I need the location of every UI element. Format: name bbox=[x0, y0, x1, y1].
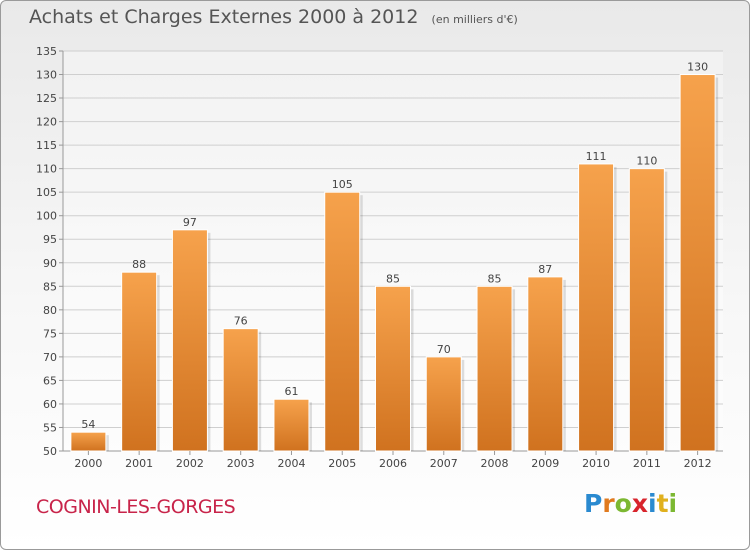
proxiti-logo: Proxiti bbox=[584, 489, 678, 518]
y-tick-label: 55 bbox=[43, 421, 57, 434]
y-tick-label: 95 bbox=[43, 233, 57, 246]
x-tick-label: 2009 bbox=[531, 457, 559, 470]
commune-name: COGNIN-LES-GORGES bbox=[36, 496, 236, 518]
y-tick-label: 110 bbox=[36, 163, 57, 176]
bar bbox=[171, 229, 208, 452]
bar bbox=[273, 398, 310, 452]
bar-value-label: 70 bbox=[437, 343, 451, 356]
y-tick-label: 80 bbox=[43, 304, 57, 317]
x-tick-label: 2008 bbox=[481, 457, 509, 470]
x-tick-label: 2010 bbox=[582, 457, 610, 470]
y-tick-label: 130 bbox=[36, 69, 57, 82]
x-tick-label: 2005 bbox=[328, 457, 356, 470]
bar-value-label: 110 bbox=[636, 155, 657, 168]
y-tick-label: 50 bbox=[43, 445, 57, 458]
bar-value-label: 76 bbox=[234, 315, 248, 328]
bar bbox=[222, 328, 259, 452]
bar bbox=[476, 285, 513, 452]
y-tick-label: 135 bbox=[36, 45, 57, 58]
bar bbox=[578, 163, 615, 452]
bar-value-label: 111 bbox=[586, 150, 607, 163]
y-tick-label: 65 bbox=[43, 374, 57, 387]
bar-value-label: 54 bbox=[81, 418, 95, 431]
bar bbox=[527, 276, 564, 452]
y-tick-label: 75 bbox=[43, 327, 57, 340]
bar bbox=[425, 356, 462, 452]
bar-value-label: 88 bbox=[132, 258, 146, 271]
bar bbox=[679, 74, 716, 452]
bar bbox=[121, 271, 158, 452]
bar bbox=[324, 191, 361, 452]
bar-value-label: 61 bbox=[284, 385, 298, 398]
y-tick-label: 85 bbox=[43, 280, 57, 293]
x-tick-label: 2000 bbox=[74, 457, 102, 470]
bar-value-label: 105 bbox=[332, 178, 353, 191]
bar-value-label: 87 bbox=[538, 263, 552, 276]
y-tick-label: 105 bbox=[36, 186, 57, 199]
y-tick-label: 125 bbox=[36, 92, 57, 105]
y-tick-label: 100 bbox=[36, 210, 57, 223]
y-tick-label: 60 bbox=[43, 398, 57, 411]
x-tick-label: 2011 bbox=[633, 457, 661, 470]
x-tick-label: 2002 bbox=[176, 457, 204, 470]
x-tick-label: 2007 bbox=[430, 457, 458, 470]
y-tick-label: 120 bbox=[36, 116, 57, 129]
y-tick-label: 70 bbox=[43, 351, 57, 364]
x-tick-label: 2012 bbox=[684, 457, 712, 470]
bar bbox=[70, 431, 107, 452]
y-tick-label: 90 bbox=[43, 257, 57, 270]
bar-value-label: 97 bbox=[183, 216, 197, 229]
bar bbox=[628, 168, 665, 452]
bar-value-label: 85 bbox=[488, 272, 502, 285]
chart-title-main: Achats et Charges Externes 2000 à 2012 bbox=[29, 6, 419, 28]
bar-value-label: 85 bbox=[386, 272, 400, 285]
x-tick-label: 2001 bbox=[125, 457, 153, 470]
y-tick-label: 115 bbox=[36, 139, 57, 152]
x-tick-label: 2006 bbox=[379, 457, 407, 470]
bar-value-label: 130 bbox=[687, 61, 708, 74]
x-tick-label: 2004 bbox=[277, 457, 305, 470]
bar bbox=[375, 285, 411, 452]
x-tick-label: 2003 bbox=[227, 457, 255, 470]
chart-title: Achats et Charges Externes 2000 à 2012 (… bbox=[29, 6, 518, 28]
chart-title-unit: (en milliers d'€) bbox=[431, 13, 518, 26]
